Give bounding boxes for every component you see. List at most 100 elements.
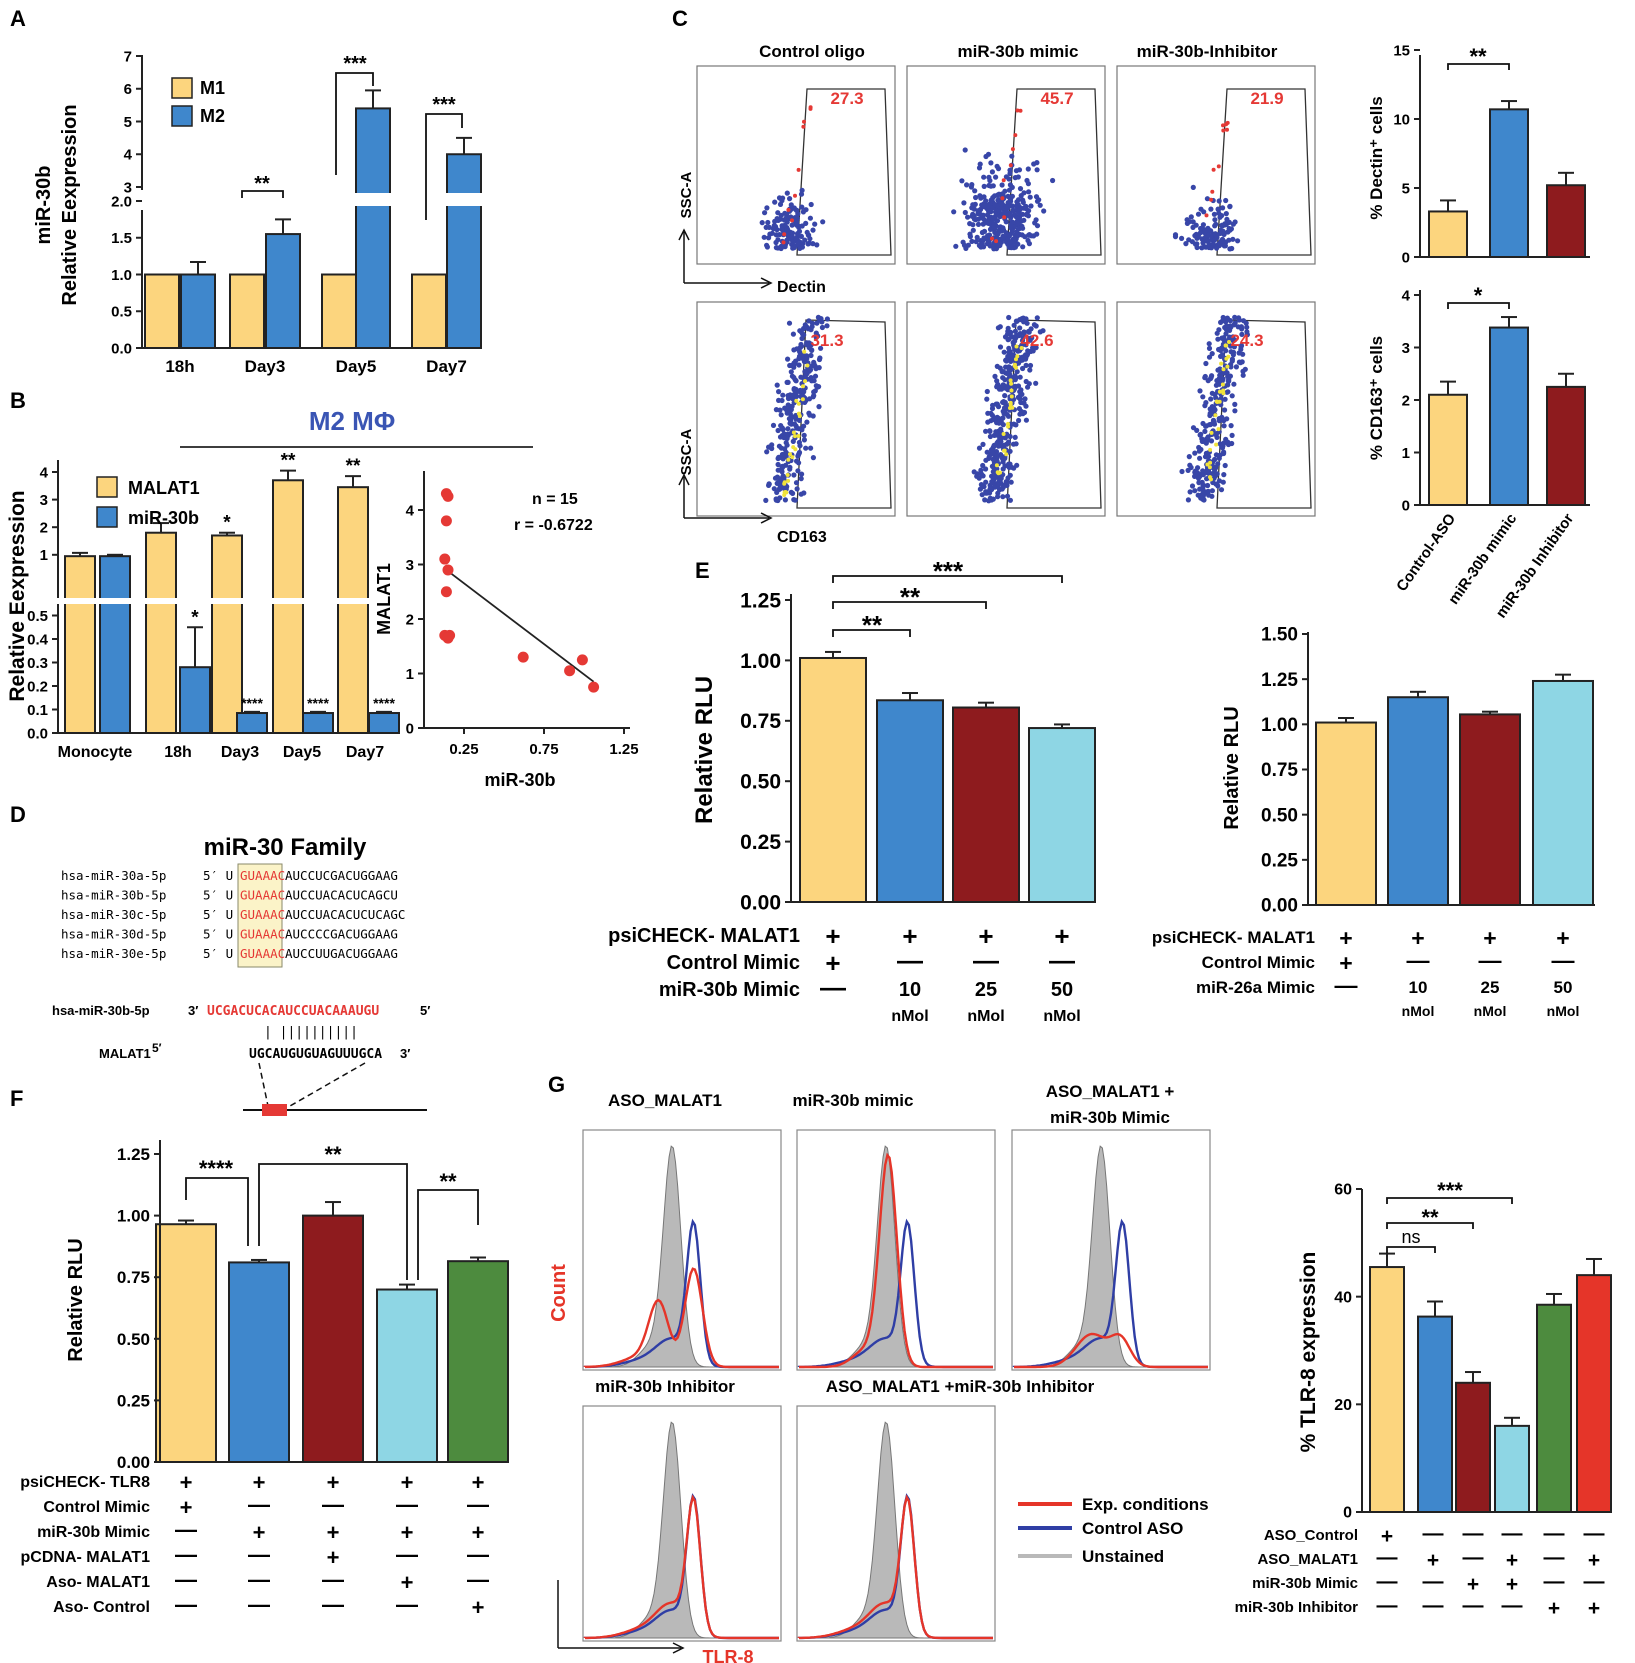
flow-dot bbox=[1220, 417, 1226, 423]
flow-dot-density bbox=[1009, 388, 1014, 393]
panel-e2-table-cell: + bbox=[1339, 950, 1352, 976]
flow-dot-density bbox=[781, 240, 786, 245]
flow-dot bbox=[1226, 225, 1232, 232]
flow-dot bbox=[778, 412, 784, 418]
flow-dot bbox=[772, 199, 778, 205]
flow-dot-density bbox=[790, 455, 795, 460]
flow-dot bbox=[808, 341, 814, 347]
panel-f-table-cell: — bbox=[248, 1567, 270, 1592]
flow-dot bbox=[806, 318, 812, 324]
flow-dot bbox=[1200, 222, 1206, 228]
flow-dot bbox=[796, 449, 803, 456]
flow-dot bbox=[769, 445, 775, 452]
flow-dot-density bbox=[803, 379, 807, 384]
scatter-fit-line bbox=[445, 569, 595, 683]
panel-a-ylabel-2: Relative Eexpression bbox=[59, 104, 81, 305]
flow-dot bbox=[784, 410, 790, 416]
panel-b-mir30b-bar-5 bbox=[368, 712, 400, 735]
flow-dot-density bbox=[1015, 108, 1020, 113]
flow-dot bbox=[977, 486, 984, 492]
mir30b-5prime: 5′ bbox=[420, 1003, 430, 1018]
scatter-point bbox=[439, 553, 451, 565]
flow-dot bbox=[1026, 329, 1032, 335]
flow-dot bbox=[1220, 443, 1226, 449]
flow-dot-density bbox=[791, 445, 796, 450]
panel-f-table-cell: — bbox=[396, 1542, 418, 1567]
family-member-seq: AUCCUACACUCUCAGC bbox=[285, 907, 405, 922]
flow-dot bbox=[1008, 245, 1015, 251]
base-pairing: | |||||||||| bbox=[264, 1025, 358, 1040]
panel-e2-bar-1 bbox=[1315, 721, 1377, 906]
flow-dot bbox=[766, 481, 772, 487]
flow-dot bbox=[1005, 331, 1011, 337]
flow-dot bbox=[819, 324, 826, 331]
panel-e1-ytick: 0.75 bbox=[740, 710, 781, 733]
flow-dot-density bbox=[1211, 167, 1216, 172]
panel-c-dectin-ytick: 10 bbox=[1393, 111, 1410, 128]
family-member-prefix: 5′ U bbox=[203, 868, 233, 883]
flow-dot bbox=[1201, 497, 1207, 503]
flow-dot bbox=[974, 234, 980, 240]
flow-dot bbox=[992, 415, 998, 421]
panel-e2-errorbar-1 bbox=[1338, 717, 1354, 723]
histogram-3 bbox=[1011, 1129, 1211, 1371]
flow-dot bbox=[999, 369, 1005, 375]
flow-dot bbox=[764, 242, 770, 248]
flow-dot bbox=[1002, 455, 1008, 461]
flow-dot bbox=[1005, 385, 1011, 391]
flow-dot bbox=[1206, 228, 1212, 234]
panel-e1-errorbar-1 bbox=[825, 650, 841, 658]
flow-dot bbox=[964, 182, 970, 188]
flow-dot bbox=[970, 227, 976, 233]
histogram-4 bbox=[582, 1405, 782, 1642]
flow-dot-density bbox=[1221, 388, 1226, 393]
panel-b-ytick: 1 bbox=[40, 547, 48, 564]
sig-g-3: *** bbox=[1437, 1178, 1463, 1203]
flow-dot bbox=[978, 482, 985, 488]
flow-dot-density bbox=[797, 413, 802, 418]
flow-dot-density bbox=[1209, 477, 1213, 482]
panel-b-xtick: Day3 bbox=[221, 744, 259, 761]
mir30b-sequence: UCGACUCACAUCCUACAAAUGU bbox=[207, 1004, 379, 1019]
hist-yaxis: Count bbox=[548, 1264, 570, 1322]
flow-dot bbox=[1021, 329, 1027, 335]
flow-dot-density bbox=[1000, 196, 1005, 201]
panel-e-chart-1: 0.00 0.25 0.50 0.75 1.00 1.25 Relative RLU **… bbox=[608, 556, 1096, 1025]
flow-dot bbox=[1041, 208, 1047, 214]
flow-dot-density bbox=[1014, 357, 1018, 362]
panel-f-table-cell: — bbox=[396, 1492, 418, 1517]
flow-dot bbox=[763, 497, 769, 503]
legend-mir30b: miR-30b bbox=[128, 508, 199, 528]
flow-dot bbox=[999, 211, 1005, 217]
flow-dot bbox=[775, 217, 781, 223]
flow-dot bbox=[1009, 153, 1015, 159]
flow-dot bbox=[1239, 326, 1245, 332]
flow-dot bbox=[987, 433, 994, 440]
flow-dot bbox=[1235, 238, 1241, 244]
flow-dot bbox=[1006, 461, 1012, 467]
flow-dot bbox=[994, 480, 1001, 487]
flow-dot bbox=[788, 421, 795, 427]
flow-dot bbox=[802, 322, 808, 328]
flow-dot bbox=[769, 442, 775, 448]
flow-dot bbox=[1028, 203, 1034, 209]
flow-dot bbox=[1195, 211, 1202, 217]
family-member-prefix: 5′ U bbox=[203, 927, 233, 942]
panel-f-ytick: 0.75 bbox=[117, 1268, 150, 1287]
flow-dot bbox=[985, 410, 991, 416]
panel-c-dectin-errorbar-2 bbox=[1501, 100, 1517, 110]
flow-dot-density bbox=[1001, 178, 1006, 183]
scatter-point bbox=[442, 632, 454, 644]
flow-dot-density bbox=[1015, 354, 1020, 359]
flow-dot bbox=[1004, 493, 1011, 499]
flow-dot bbox=[1172, 232, 1179, 238]
flow-dot bbox=[820, 219, 826, 225]
flow-dot bbox=[1244, 324, 1250, 330]
panel-f-table-row-label: pCDNA- MALAT1 bbox=[21, 1549, 151, 1566]
flow-dot bbox=[1012, 328, 1019, 334]
flow-dot bbox=[1016, 417, 1022, 424]
flow-dot bbox=[1183, 241, 1189, 247]
flow-dot bbox=[1229, 358, 1235, 364]
panel-f-table-row-label: Aso- MALAT1 bbox=[46, 1574, 150, 1591]
